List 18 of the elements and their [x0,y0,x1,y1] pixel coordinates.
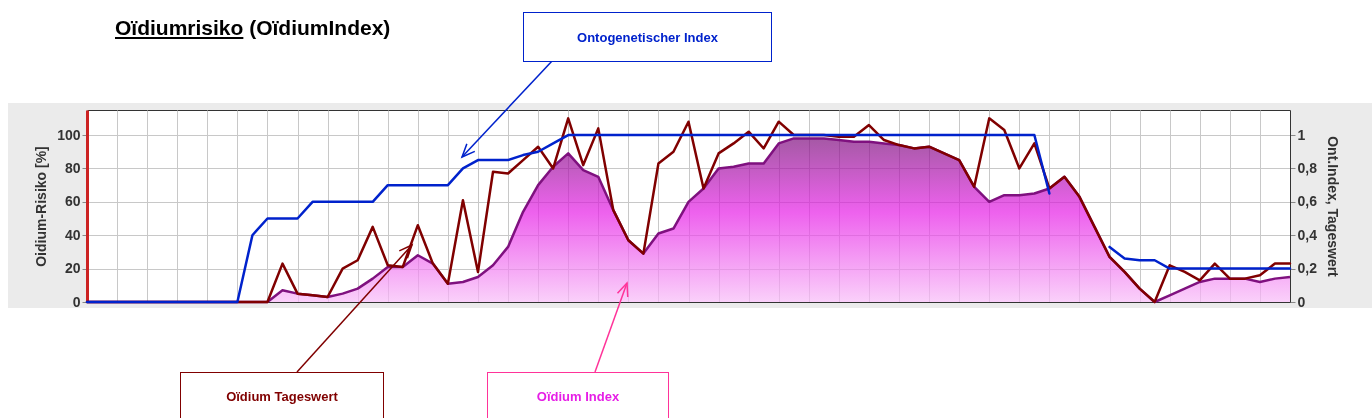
y-tick-label: 60 [64,193,81,210]
y-tick-label: 40 [64,226,81,243]
y2-tick-label: 0 [1297,293,1306,310]
y2-tick-label: 1 [1297,126,1306,143]
y-tick-label: 0 [72,293,81,310]
y-axis-title: Oidium-Risiko [%] [33,146,50,267]
y-tick-label: 20 [64,260,81,277]
y-tick-label: 80 [64,159,81,176]
text: Oïdium Tageswert [180,372,384,418]
y2-tick-label: 0,2 [1297,260,1318,277]
y2-tick-label: 0,4 [1297,226,1318,243]
y2-tick-label: 0,6 [1297,193,1318,210]
y2-tick-label: 0,8 [1297,159,1318,176]
y2-axis-title: Ont.Index, Tageswert [1324,136,1341,278]
text: Oïdium Index [487,372,669,418]
chart-title: Oïdiumrisiko (OïdiumIndex) [115,16,391,40]
text: Ontogenetischer Index [523,12,772,62]
y-tick-label: 100 [57,126,81,143]
